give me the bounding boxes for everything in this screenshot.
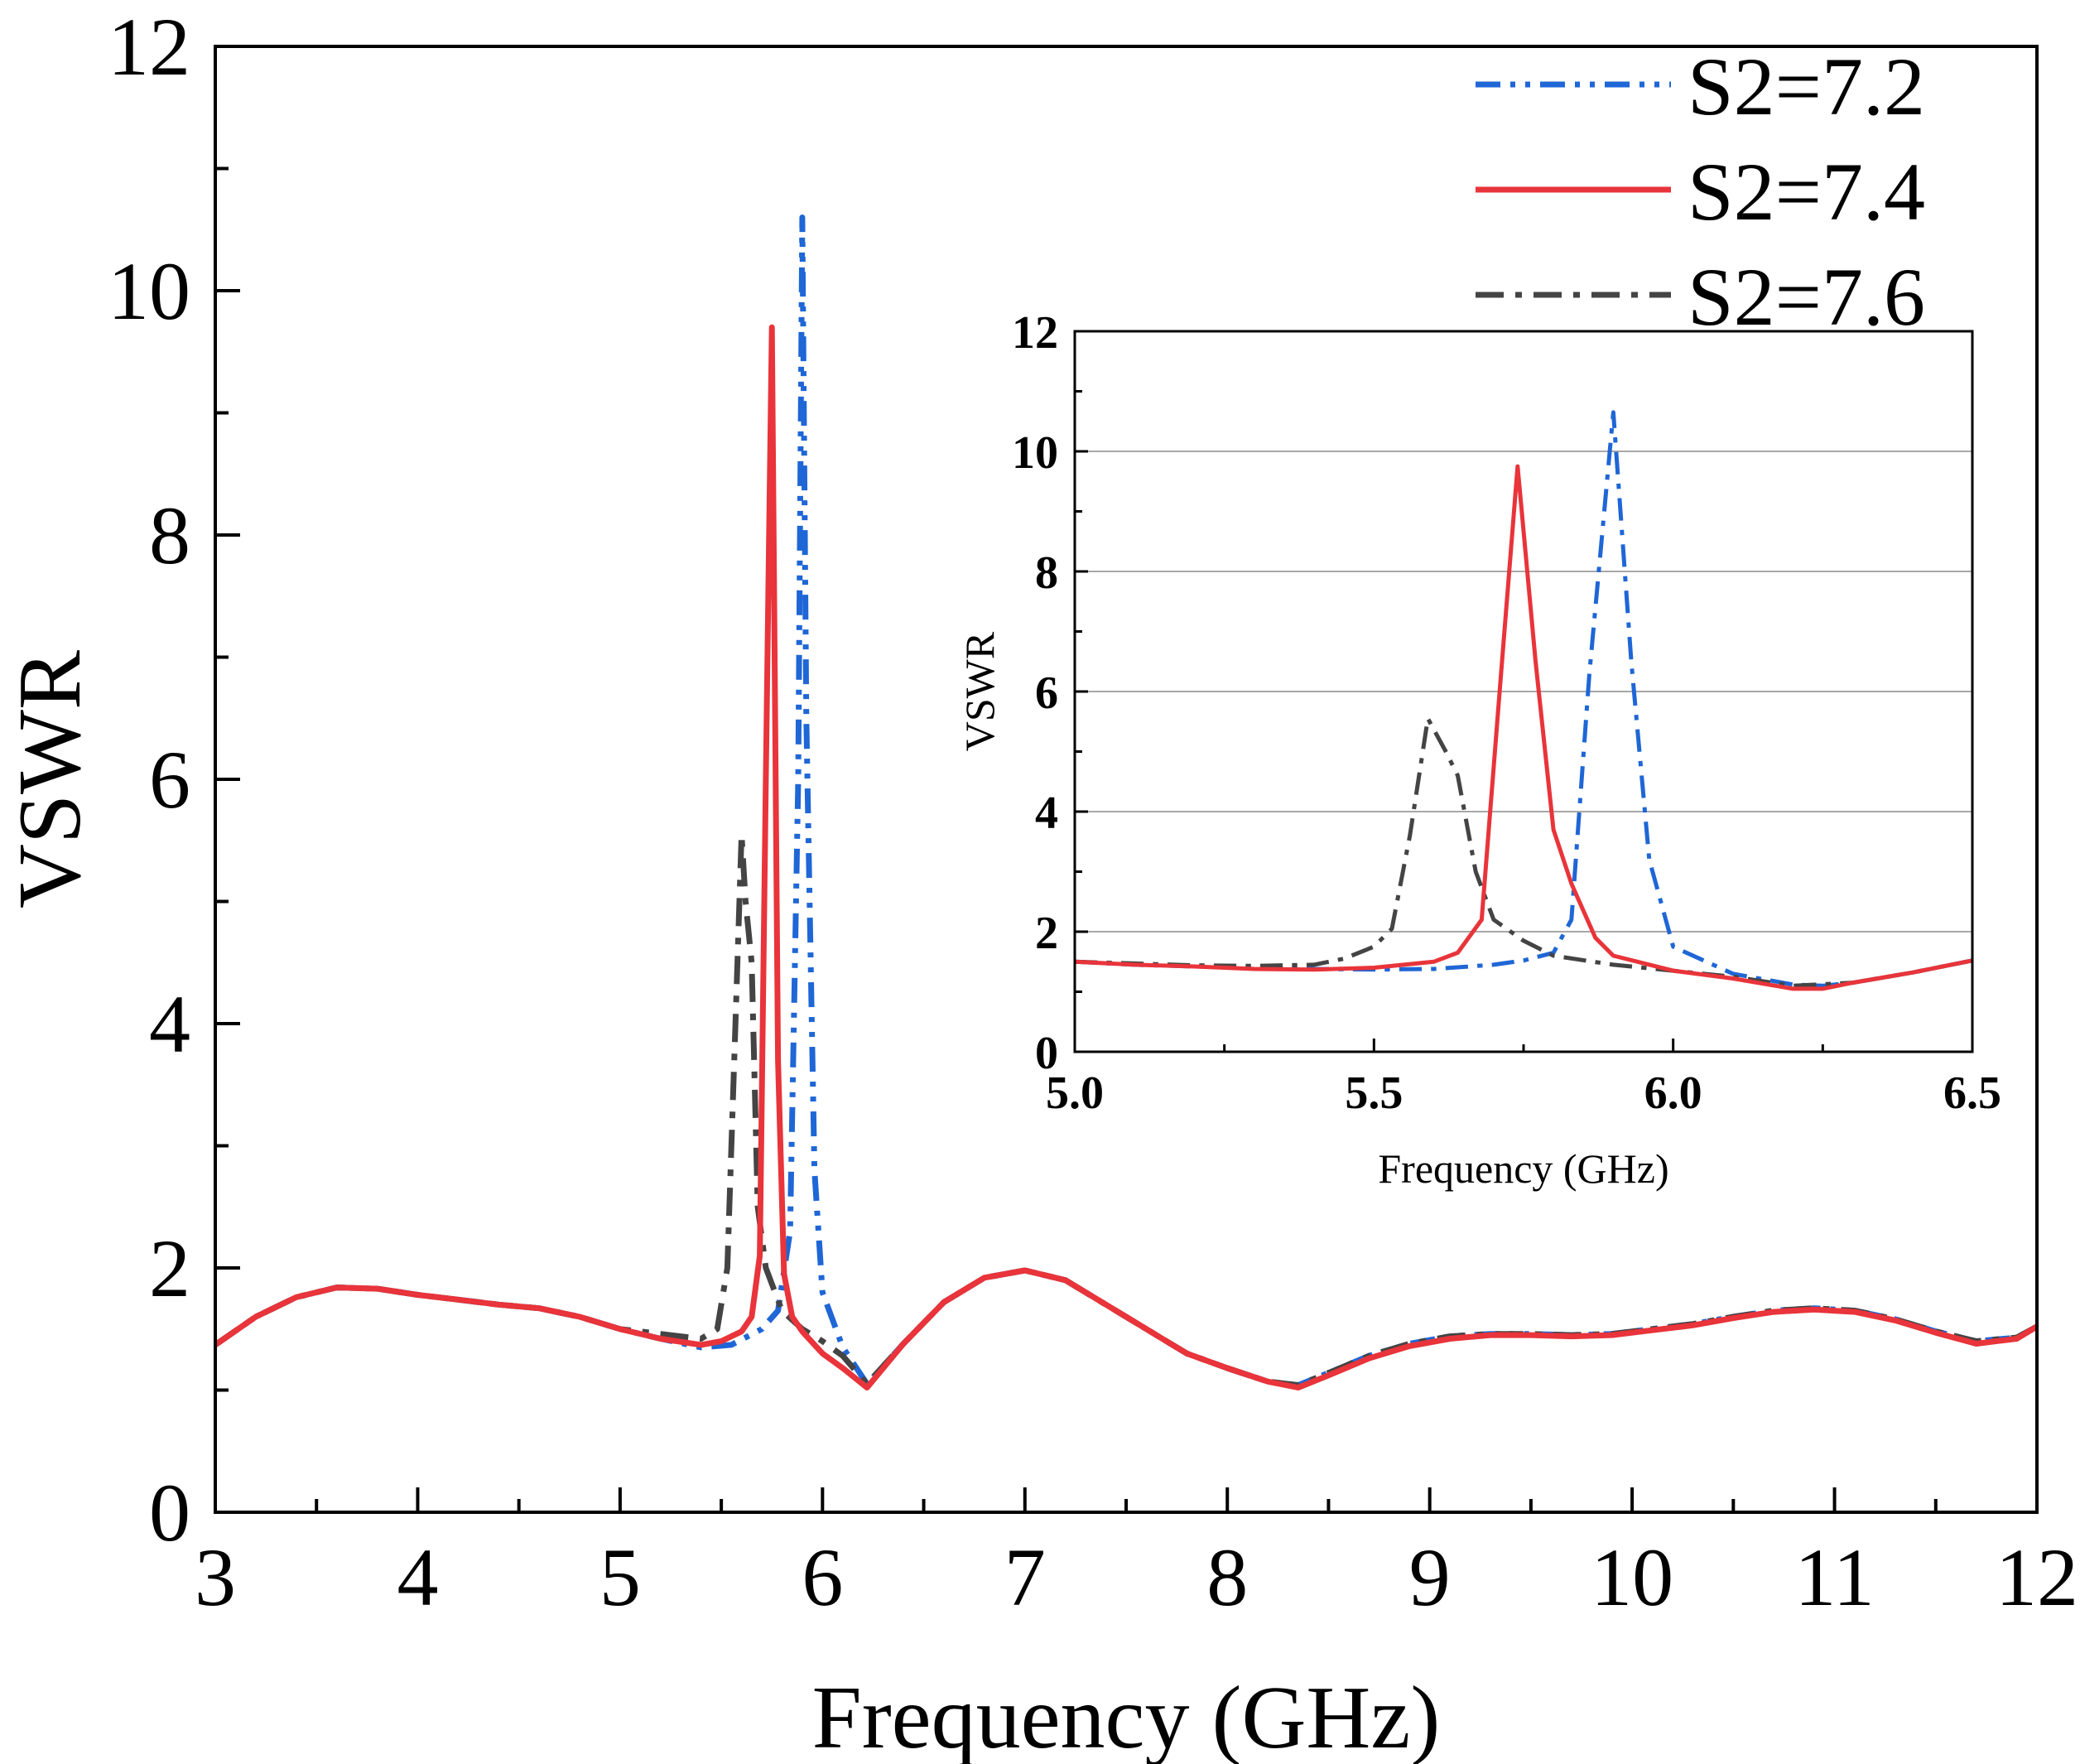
main-y-tick-label: 0	[149, 1467, 190, 1559]
main-x-tick-label: 6	[802, 1531, 843, 1623]
main-x-tick-label: 10	[1591, 1531, 1673, 1623]
inset-gridlines	[1075, 451, 1972, 933]
main-x-tick-label: 3	[195, 1531, 236, 1623]
legend-label-3: S2=7.6	[1688, 251, 1925, 343]
inset-y-tick-label: 6	[1035, 668, 1058, 719]
inset-y-axis-label: VSWR	[956, 631, 1003, 751]
main-axis-ticks	[214, 45, 2039, 1514]
main-x-tick-label: 5	[599, 1531, 641, 1623]
main-y-tick-label: 2	[149, 1222, 190, 1314]
main-x-axis-label: Frequency (GHz)	[812, 1669, 1441, 1764]
inset-x-tick-label: 5.5	[1345, 1068, 1403, 1119]
inset-plot-frame	[1073, 330, 1974, 1053]
legend-label-1: S2=7.2	[1688, 41, 1925, 133]
inset-y-tick-label: 2	[1035, 908, 1058, 959]
inset-x-tick-label: 5.0	[1046, 1068, 1104, 1119]
main-series-lines	[214, 214, 2039, 1390]
inset-series-line-3	[1074, 716, 1973, 988]
main-x-tick-label: 11	[1794, 1531, 1874, 1623]
main-x-tick-label: 12	[1996, 1531, 2078, 1623]
main-y-tick-label: 4	[149, 978, 190, 1070]
main-tick-labels: 3 4 5 6 7 8 9 10 11 12 0 2 4 6 8 10 12	[108, 1, 2078, 1623]
inset-y-tick-label: 12	[1012, 307, 1058, 359]
main-y-tick-label: 10	[108, 245, 190, 337]
inset-x-tick-label: 6.5	[1943, 1068, 2001, 1119]
main-y-tick-label: 12	[108, 1, 190, 93]
inset-tick-labels: 0 2 4 6 8 10 12 5.0 5.5 6.0 6.5	[1012, 307, 2001, 1119]
main-y-tick-label: 6	[149, 734, 190, 826]
legend-label-2: S2=7.4	[1688, 146, 1925, 238]
main-plot-frame	[214, 45, 2039, 1514]
inset-x-axis-label: Frequency (GHz)	[1378, 1145, 1668, 1192]
main-x-tick-label: 4	[397, 1531, 438, 1623]
main-y-axis-label: VSWR	[1, 650, 99, 909]
inset-y-tick-label: 8	[1035, 547, 1058, 599]
main-x-tick-label: 9	[1409, 1531, 1451, 1623]
inset-y-tick-label: 4	[1035, 788, 1058, 839]
main-x-tick-label: 7	[1004, 1531, 1046, 1623]
main-x-tick-label: 8	[1206, 1531, 1248, 1623]
main-y-tick-label: 8	[149, 489, 190, 581]
inset-y-tick-label: 10	[1012, 427, 1058, 479]
inset-series-lines	[1074, 410, 1973, 991]
legend: S2=7.2 S2=7.4 S2=7.6	[1476, 41, 1925, 343]
inset-series-line-2	[1074, 464, 1973, 991]
main-series-line-2	[214, 324, 2039, 1390]
inset-x-tick-label: 6.0	[1644, 1068, 1702, 1119]
inset-y-tick-label: 0	[1035, 1028, 1058, 1079]
